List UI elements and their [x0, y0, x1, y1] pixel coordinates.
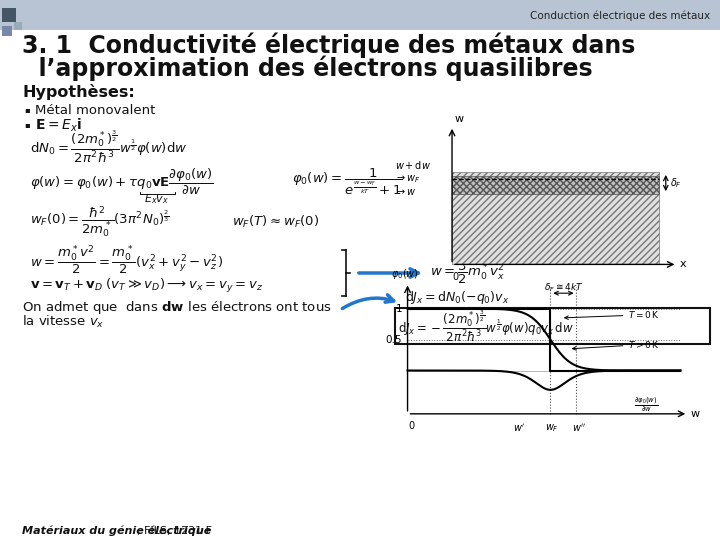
Text: 0: 0: [408, 421, 415, 431]
Text: $\frac{\partial\varphi_0(w)}{\partial w}$: $\frac{\partial\varphi_0(w)}{\partial w}…: [634, 395, 659, 414]
Text: $w''$: $w''$: [572, 422, 586, 434]
Text: $w_F(T) \approx w_F(0)$: $w_F(T) \approx w_F(0)$: [232, 214, 320, 230]
Text: $w+\mathrm{d}w$: $w+\mathrm{d}w$: [395, 159, 431, 172]
Text: $T=0\,\mathrm{K}$: $T=0\,\mathrm{K}$: [564, 309, 660, 320]
Text: $\varphi_0(w) = \dfrac{1}{e^{\frac{w-w_F}{kT}}+1}$: $\varphi_0(w) = \dfrac{1}{e^{\frac{w-w_F…: [292, 167, 402, 197]
Text: $\rightarrow w_F$: $\rightarrow w_F$: [395, 173, 420, 185]
Text: $\delta_F$: $\delta_F$: [670, 176, 683, 190]
Text: $T>0\,\mathrm{K}$: $T>0\,\mathrm{K}$: [572, 339, 660, 350]
Text: $w = \dfrac{3}{2}m_0^* v_x^2$: $w = \dfrac{3}{2}m_0^* v_x^2$: [430, 260, 505, 286]
Text: x: x: [680, 259, 686, 269]
Text: $w = \dfrac{m_0^* v^2}{2} = \dfrac{m_0^*}{2}(v_x^2 + v_y^2 - v_z^2)$: $w = \dfrac{m_0^* v^2}{2} = \dfrac{m_0^*…: [30, 244, 223, 276]
Text: $w_F$: $w_F$: [545, 422, 559, 434]
Text: $\mathbf{v} = \mathbf{v}_T + \mathbf{v}_D \; (v_T \gg v_D) \longrightarrow v_x =: $\mathbf{v} = \mathbf{v}_T + \mathbf{v}_…: [30, 277, 264, 295]
Bar: [2, 8, 16, 22]
Text: la vitesse $v_x$: la vitesse $v_x$: [22, 314, 104, 330]
Text: $\rightarrow w$: $\rightarrow w$: [395, 187, 416, 197]
Text: $\mathrm{d}J_x = -\dfrac{(2m_0^*)^{\frac{3}{2}}}{2\pi^2\hbar^3} w^{\frac{1}{2}}\: $\mathrm{d}J_x = -\dfrac{(2m_0^*)^{\frac…: [398, 308, 574, 344]
Text: w: w: [454, 114, 464, 124]
Bar: [452, 172, 659, 265]
Text: ▪: ▪: [24, 105, 30, 114]
Text: $\mathrm{d}J_x = \mathrm{d}N_0(-q_0)v_x$: $\mathrm{d}J_x = \mathrm{d}N_0(-q_0)v_x$: [405, 288, 510, 306]
Text: $\delta_F \cong 4kT$: $\delta_F \cong 4kT$: [544, 282, 583, 294]
Bar: [0, 0, 720, 30]
Text: Hypothèses:: Hypothèses:: [22, 84, 135, 100]
Text: 1: 1: [396, 303, 402, 314]
Text: , FILS, 1231 F: , FILS, 1231 F: [137, 526, 212, 536]
Text: Métal monovalent: Métal monovalent: [35, 104, 156, 117]
Text: $\varphi(w) = \varphi_0(w) + \tau q_0 \mathbf{v}\mathbf{E}\dfrac{\partial \varph: $\varphi(w) = \varphi_0(w) + \tau q_0 \m…: [30, 167, 214, 197]
Text: Matériaux du génie électrique: Matériaux du génie électrique: [22, 526, 211, 536]
Text: 3. 1  Conductivité électrique des métaux dans: 3. 1 Conductivité électrique des métaux …: [22, 32, 635, 58]
Bar: [2, 26, 12, 36]
Text: On admet que  dans $\mathbf{dw}$ les électrons ont tous: On admet que dans $\mathbf{dw}$ les élec…: [22, 299, 332, 315]
Text: Conduction électrique des métaux: Conduction électrique des métaux: [530, 11, 710, 21]
Text: l’approximation des électrons quasilibres: l’approximation des électrons quasilibre…: [22, 55, 593, 81]
Text: $\varphi_0(w)$: $\varphi_0(w)$: [391, 267, 419, 281]
Text: 0: 0: [452, 272, 459, 282]
Text: ▪: ▪: [24, 120, 30, 130]
Text: $w'$: $w'$: [513, 422, 526, 434]
Text: $E_x v_x$: $E_x v_x$: [145, 192, 170, 206]
Text: $w_F(0) = \dfrac{\hbar^2}{2m_0^*}(3\pi^2 N_0)^{\frac{2}{3}}$: $w_F(0) = \dfrac{\hbar^2}{2m_0^*}(3\pi^2…: [30, 204, 170, 240]
Text: w: w: [690, 409, 700, 419]
Text: 0.5: 0.5: [386, 335, 402, 345]
Text: $\mathrm{d}N_0 = \dfrac{(2m_0^*)^{\frac{3}{2}}}{2\pi^2\hbar^3} w^{\frac{1}{2}}\v: $\mathrm{d}N_0 = \dfrac{(2m_0^*)^{\frac{…: [30, 129, 187, 165]
Bar: [395, 308, 710, 344]
Text: $\mathbf{E} = E_x\mathbf{i}$: $\mathbf{E} = E_x\mathbf{i}$: [35, 116, 82, 134]
Bar: [14, 22, 22, 30]
Bar: [452, 177, 659, 194]
